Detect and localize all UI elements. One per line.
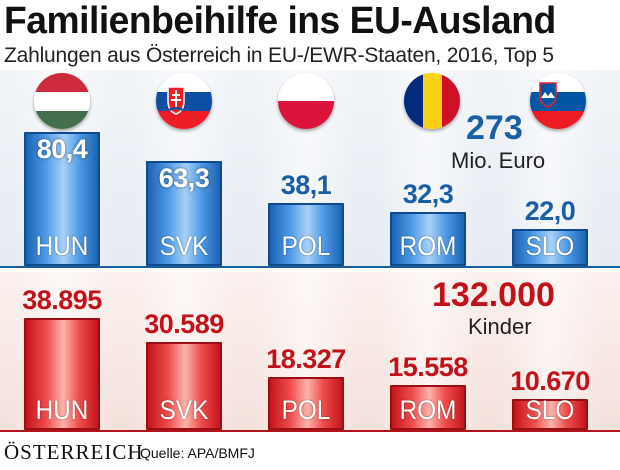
- bar-category-label: ROM: [399, 395, 457, 425]
- bar-value-label: 32,3: [402, 179, 454, 210]
- source-note: Quelle: APA/BMFJ: [140, 445, 255, 461]
- bar-pol-euro: [268, 202, 344, 266]
- bar-value-label: 38,1: [280, 169, 332, 200]
- bar-svk-children: [146, 341, 222, 430]
- bar-value-label: 80,4: [36, 134, 88, 164]
- bar-category-label: ROM: [399, 231, 457, 261]
- bar-value-label: 18.327: [266, 344, 346, 375]
- bar-slo-children: [512, 399, 588, 430]
- chart-subtitle: Zahlungen aus Österreich in EU-/EWR-Staa…: [4, 44, 554, 67]
- bar-category-label: SVK: [159, 231, 209, 261]
- bar-category-label: POL: [281, 395, 331, 425]
- bar-category-label: HUN: [35, 395, 89, 425]
- slovenia-flag-icon: [530, 73, 586, 129]
- bar-category-label: SLO: [525, 395, 575, 425]
- publisher-logo: ÖSTERREICH: [4, 440, 144, 464]
- romania-flag-icon: [404, 73, 460, 129]
- euro-total-value: 273: [466, 109, 523, 147]
- bar-hun-children: [24, 318, 100, 430]
- bar-pol-children: [268, 377, 344, 430]
- bar-category-label: POL: [281, 231, 331, 261]
- bar-rom-euro: [390, 212, 466, 266]
- bar-value-label: 30.589: [144, 308, 224, 339]
- slovakia-flag-icon: [156, 73, 212, 129]
- bar-category-label: SLO: [525, 231, 575, 261]
- panel-divider: [0, 268, 620, 272]
- poland-flag-icon: [278, 73, 334, 129]
- bar-hun-euro: [24, 132, 100, 266]
- bar-rom-children: [390, 385, 466, 430]
- bar-value-label: 15.558: [388, 352, 468, 383]
- children-total-unit: Kinder: [468, 314, 532, 339]
- euro-baseline: [0, 266, 620, 268]
- bar-value-label: 10.670: [510, 366, 590, 397]
- hungary-flag-icon: [34, 73, 90, 129]
- bar-category-label: HUN: [35, 231, 89, 261]
- bar-value-label: 63,3: [158, 162, 210, 193]
- children-total-value: 132.000: [432, 276, 555, 314]
- chart-title: Familienbeihilfe ins EU-Ausland: [4, 0, 556, 42]
- bar-svk-euro: [146, 160, 222, 266]
- euro-total-unit: Mio. Euro: [451, 148, 546, 173]
- bar-slo-euro: [512, 229, 588, 266]
- footer: ÖSTERREICH Quelle: APA/BMFJ: [0, 436, 620, 470]
- bar-value-label: 22,0: [524, 196, 576, 227]
- children-baseline: [0, 430, 620, 432]
- bar-category-label: SVK: [159, 395, 209, 425]
- bar-value-label: 38.895: [22, 285, 102, 315]
